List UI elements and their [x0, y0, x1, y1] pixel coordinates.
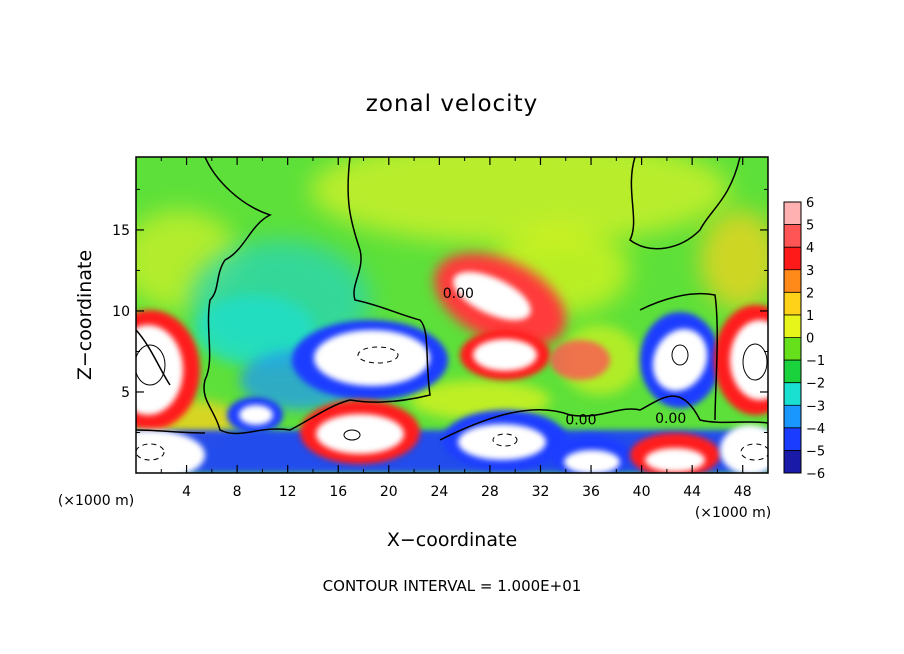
colorbar-swatch: [784, 405, 801, 428]
x-tick-label: 24: [430, 484, 448, 500]
colorbar-label: 4: [806, 241, 814, 256]
colorbar-label: 3: [806, 264, 814, 279]
colorbar-label: −2: [806, 377, 825, 392]
x-tick-label: 48: [734, 484, 752, 500]
contour-labels: 0.00 0.00 0.00: [443, 286, 687, 428]
x-axis-unit-right: (×1000 m): [695, 505, 771, 521]
colorbar-label: −4: [806, 422, 825, 437]
colorbar-swatch: [784, 247, 801, 270]
colorbar-label: −6: [806, 467, 825, 482]
colorbar-label: −1: [806, 354, 825, 369]
x-tick-label: 8: [233, 484, 242, 500]
colorbar-label: 2: [806, 286, 814, 301]
colorbar-swatch: [784, 337, 801, 361]
colorbar-swatch: [784, 292, 801, 315]
x-axis-unit-left: (×1000 m): [58, 493, 134, 509]
x-tick-label: 16: [329, 484, 347, 500]
colorbar: 6 5 4 3 2 1 0 −1 −2 −3 −4 −5 −6: [783, 196, 825, 482]
x-tick-label: 32: [532, 484, 550, 500]
x-tick-label: 28: [481, 484, 499, 500]
x-tick-label: 12: [279, 484, 297, 500]
colorbar-swatch: [784, 224, 801, 248]
x-tick-label: 20: [380, 484, 398, 500]
y-axis-label: Z−coordinate: [74, 250, 96, 380]
colorbar-label: 0: [806, 332, 814, 347]
colorbar-swatch: [784, 382, 801, 406]
contour-interval-note: CONTOUR INTERVAL = 1.000E+01: [323, 577, 582, 595]
x-tick-label: 4: [182, 484, 191, 500]
y-axis: 5 10 15: [112, 188, 768, 433]
x-axis: 4 8 12 16 20 24 28 32 36 40 44 48: [160, 157, 752, 500]
colorbar-swatch: [784, 427, 801, 451]
x-tick-label: 40: [633, 484, 651, 500]
y-tick-label: 15: [112, 223, 130, 239]
x-tick-label: 44: [683, 484, 701, 500]
x-axis-label: X−coordinate: [387, 529, 517, 551]
y-tick-label: 10: [112, 304, 130, 320]
contour-label: 0.00: [655, 411, 686, 427]
contour-label: 0.00: [565, 412, 596, 428]
colorbar-swatch: [784, 314, 801, 338]
plot-frame: [135, 156, 769, 474]
colorbar-swatch: [784, 202, 801, 225]
colorbar-swatch: [784, 450, 801, 473]
y-tick-label: 5: [121, 385, 130, 401]
colorbar-label: 6: [806, 196, 814, 211]
x-tick-label: 36: [582, 484, 600, 500]
colorbar-label: 1: [806, 309, 814, 324]
colorbar-label: −5: [806, 444, 825, 459]
chart-title: zonal velocity: [366, 91, 538, 117]
colorbar-label: −3: [806, 399, 825, 414]
heatmap-field: [136, 157, 768, 473]
colorbar-label: 5: [806, 219, 814, 234]
colorbar-swatch: [784, 269, 801, 293]
contour-label: 0.00: [443, 286, 474, 302]
colorbar-swatch: [784, 360, 801, 383]
